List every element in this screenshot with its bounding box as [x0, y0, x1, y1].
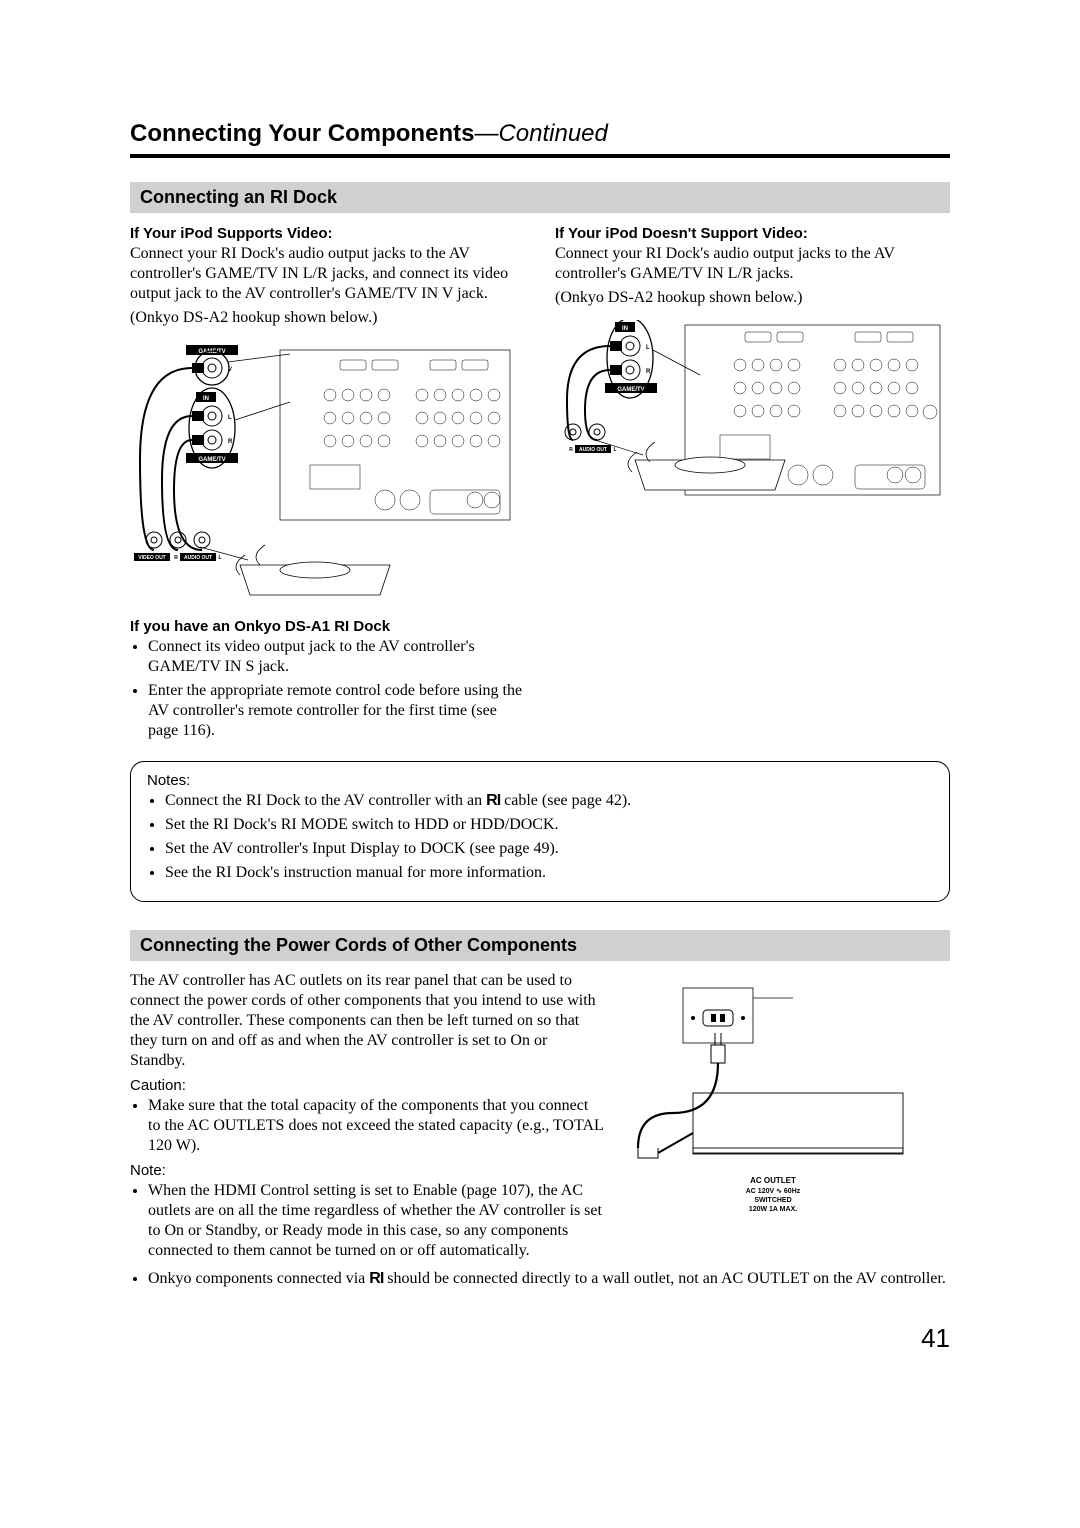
- dsa1-bullet-2: Enter the appropriate remote control cod…: [148, 681, 525, 741]
- ri-icon: RI: [486, 792, 500, 809]
- svg-text:L: L: [646, 345, 650, 351]
- title-continued: —Continued: [474, 120, 607, 147]
- svg-text:R: R: [569, 447, 573, 453]
- dsa1-bullet-1: Connect its video output jack to the AV …: [148, 637, 525, 677]
- caution-bullet-1: Make sure that the total capacity of the…: [148, 1096, 603, 1156]
- subhead-no-video: If Your iPod Doesn't Support Video:: [555, 225, 950, 242]
- svg-text:R: R: [228, 439, 233, 445]
- svg-text:L: L: [228, 415, 232, 421]
- notes-box: Notes: Connect the RI Dock to the AV con…: [130, 761, 950, 902]
- diagram-ipod-no-video: IN L R GAME/TV: [555, 320, 950, 530]
- jack-r: R: [192, 430, 233, 450]
- notes-item-4: See the RI Dock's instruction manual for…: [165, 863, 933, 883]
- notes-item-2: Set the RI Dock's RI MODE switch to HDD …: [165, 815, 933, 835]
- section-header-ri-dock: Connecting an RI Dock: [130, 182, 950, 213]
- title-main: Connecting Your Components: [130, 120, 474, 147]
- note-bullet-2: Onkyo components connected via RI should…: [148, 1269, 950, 1289]
- svg-text:R: R: [174, 555, 178, 561]
- notes-label: Notes:: [147, 772, 933, 789]
- svg-text:GAME/TV: GAME/TV: [617, 387, 644, 393]
- page-title: Connecting Your Components—Continued: [130, 120, 950, 148]
- note-label: Note:: [130, 1162, 603, 1179]
- diagram-power-cord: AC OUTLET AC 120V ∿ 60Hz SWITCHED 120W 1…: [623, 983, 950, 1223]
- svg-text:L: L: [218, 555, 221, 561]
- subhead-dsa1: If you have an Onkyo DS-A1 RI Dock: [130, 618, 525, 635]
- text-no-video-1: Connect your RI Dock's audio output jack…: [555, 244, 950, 284]
- svg-text:GAME/TV: GAME/TV: [198, 457, 225, 463]
- svg-text:SWITCHED: SWITCHED: [755, 1197, 792, 1204]
- title-rule: [130, 154, 950, 158]
- ri-icon: RI: [369, 1270, 383, 1287]
- svg-text:IN: IN: [203, 396, 209, 402]
- section-header-power-cords: Connecting the Power Cords of Other Comp…: [130, 930, 950, 961]
- page-number: 41: [130, 1323, 950, 1354]
- svg-text:AUDIO OUT: AUDIO OUT: [579, 447, 607, 453]
- svg-text:L: L: [613, 447, 616, 453]
- dock-jacks: [146, 532, 210, 548]
- svg-text:120W 1A MAX.: 120W 1A MAX.: [749, 1206, 797, 1213]
- jack-video: V: [192, 358, 232, 378]
- svg-text:AC 120V ∿ 60Hz: AC 120V ∿ 60Hz: [746, 1188, 801, 1195]
- svg-text:R: R: [646, 369, 651, 375]
- svg-text:AUDIO OUT: AUDIO OUT: [184, 555, 212, 561]
- jack-l: L: [192, 406, 232, 426]
- caution-label: Caution:: [130, 1077, 603, 1094]
- text-no-video-2: (Onkyo DS-A2 hookup shown below.): [555, 288, 950, 308]
- note-bullet-1: When the HDMI Control setting is set to …: [148, 1181, 603, 1261]
- text-supports-video-2: (Onkyo DS-A2 hookup shown below.): [130, 308, 525, 328]
- text-supports-video-1: Connect your RI Dock's audio output jack…: [130, 244, 525, 304]
- svg-text:VIDEO OUT: VIDEO OUT: [138, 555, 166, 561]
- svg-text:AC OUTLET: AC OUTLET: [751, 1176, 797, 1185]
- subhead-supports-video: If Your iPod Supports Video:: [130, 225, 525, 242]
- svg-text:IN: IN: [622, 326, 628, 332]
- notes-item-1: Connect the RI Dock to the AV controller…: [165, 791, 933, 811]
- diagram-ipod-video: GAME/TV V IN L: [130, 340, 525, 600]
- ri-dock-device: [236, 545, 390, 595]
- power-intro: The AV controller has AC outlets on its …: [130, 971, 603, 1071]
- notes-item-3: Set the AV controller's Input Display to…: [165, 839, 933, 859]
